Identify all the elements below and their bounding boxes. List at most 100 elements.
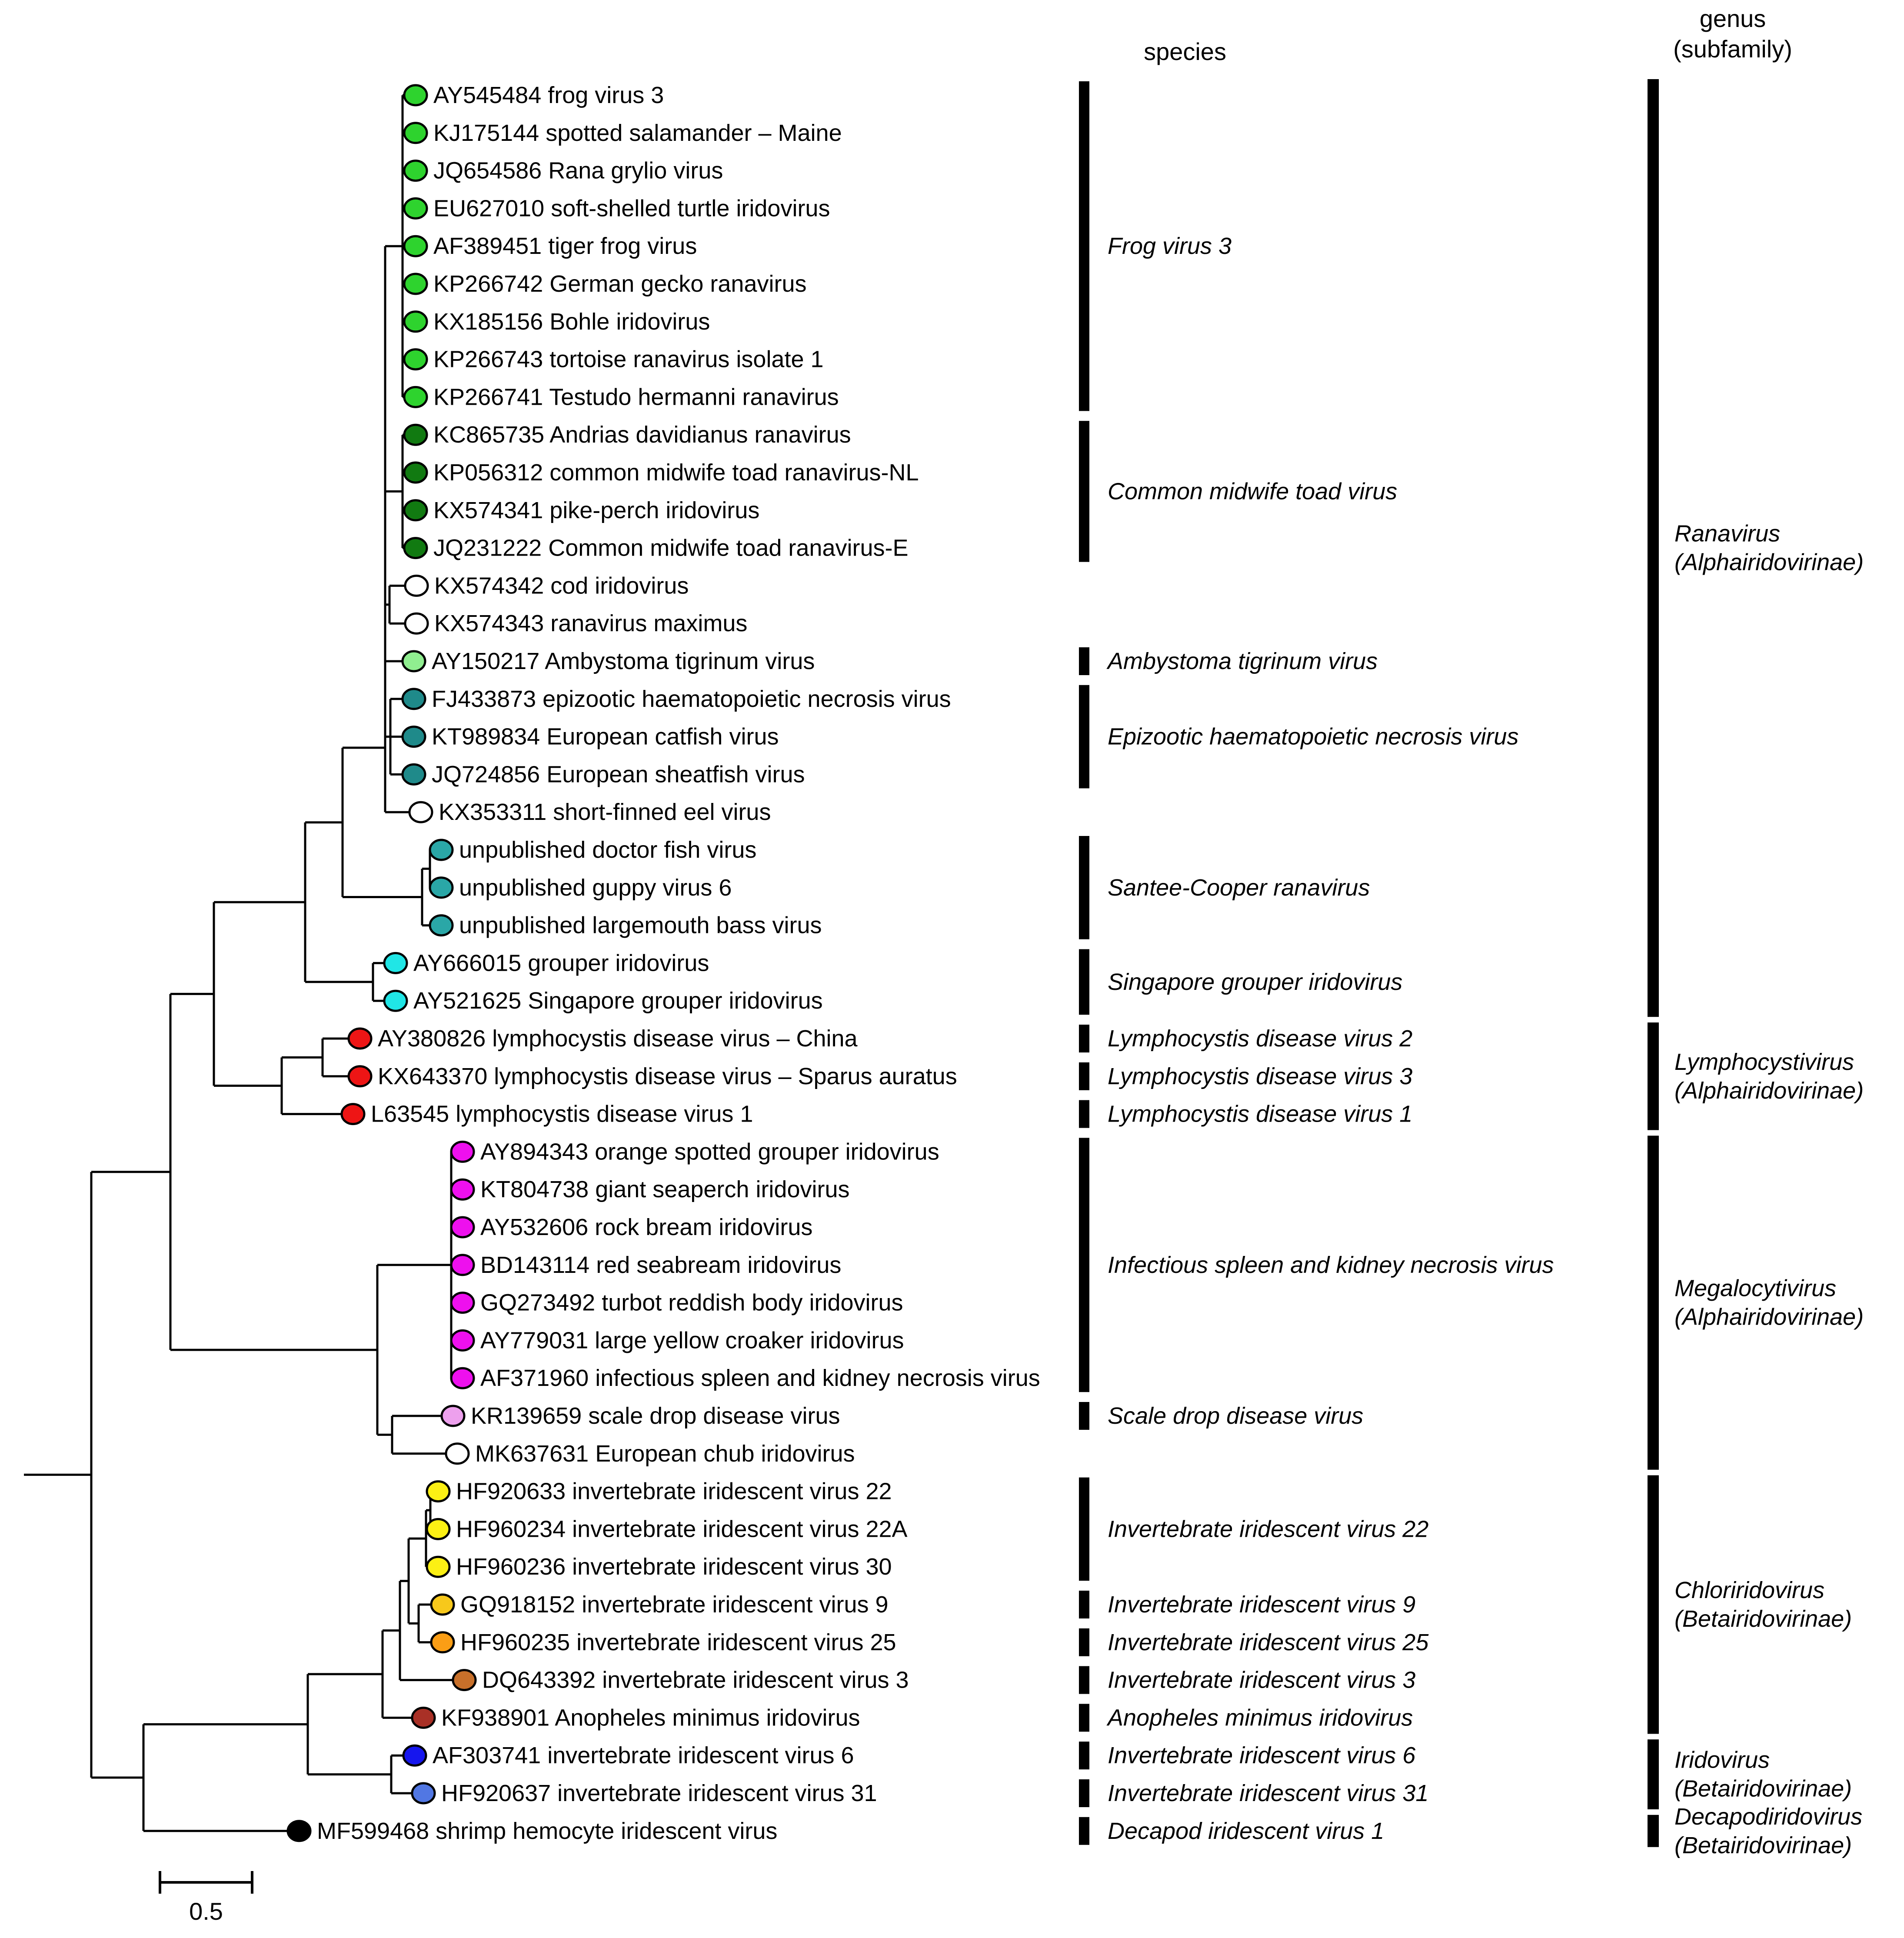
- taxon-tip-icon: [347, 1065, 373, 1088]
- taxon-label: HF920633 invertebrate iridescent virus 2…: [456, 1478, 892, 1505]
- species-range-bar: [1079, 1402, 1089, 1430]
- genus-subfamily-label: (Alphairidovirinae): [1674, 1078, 1864, 1104]
- taxon-label: AY666015 grouper iridovirus: [413, 950, 709, 976]
- taxon-tip-icon: [340, 1103, 366, 1126]
- genus-subfamily-label: (Betairidovirinae): [1674, 1832, 1852, 1858]
- taxon-tip-icon: [426, 1518, 451, 1540]
- species-label: Scale drop disease virus: [1108, 1403, 1363, 1429]
- species-range-bar: [1079, 1628, 1089, 1656]
- taxon-label: EU627010 soft-shelled turtle iridovirus: [433, 195, 830, 221]
- genus-subfamily-label: (Alphairidovirinae): [1674, 549, 1864, 576]
- genus-subfamily-label: (Alphairidovirinae): [1674, 1304, 1864, 1330]
- taxon-tip-icon: [411, 1782, 436, 1805]
- genus-label: Decapodiridovirus: [1674, 1804, 1862, 1830]
- species-label: Anopheles minimus iridovirus: [1106, 1705, 1413, 1731]
- species-label: Invertebrate iridescent virus 9: [1108, 1592, 1415, 1618]
- taxon-tip-icon: [450, 1367, 475, 1389]
- taxon-tip-icon: [286, 1820, 312, 1842]
- taxon-tip-icon: [430, 1631, 455, 1654]
- taxon-label: KX643370 lymphocystis disease virus – Sp…: [378, 1063, 957, 1089]
- taxon-tip-icon: [450, 1178, 475, 1201]
- species-range-bar: [1079, 949, 1089, 1015]
- species-label: Common midwife toad virus: [1108, 478, 1397, 504]
- taxon-label: KT989834 European catfish virus: [432, 724, 779, 750]
- tree-branches: [24, 94, 453, 1832]
- species-range-bar: [1079, 1591, 1089, 1618]
- species-range-bar: [1079, 81, 1089, 411]
- taxon-tip-icon: [445, 1442, 470, 1465]
- species-range-bar: [1079, 1062, 1089, 1090]
- taxon-tip-icon: [403, 122, 428, 144]
- taxon-tip-icon: [440, 1405, 466, 1427]
- species-label: Singapore grouper iridovirus: [1108, 969, 1402, 995]
- species-label: Lymphocystis disease virus 1: [1108, 1101, 1412, 1127]
- taxon-tip-icon: [429, 839, 454, 861]
- taxon-tip-icon: [401, 688, 426, 710]
- genus-range-bar: [1648, 79, 1659, 1017]
- species-label: Invertebrate iridescent virus 22: [1108, 1516, 1428, 1542]
- taxon-tip-icon: [403, 348, 428, 371]
- taxon-labels: AY545484 frog virus 3 KJ175144 spotted sa…: [317, 82, 1040, 1844]
- taxon-label: AF303741 invertebrate iridescent virus 6: [433, 1742, 854, 1768]
- taxon-label: KC865735 Andrias davidianus ranavirus: [433, 422, 851, 448]
- species-label: Santee-Cooper ranavirus: [1108, 875, 1370, 901]
- taxon-label: KX574342 cod iridovirus: [434, 573, 689, 599]
- species-range-bar: [1079, 1742, 1089, 1770]
- genus-label: Lymphocystivirus: [1674, 1049, 1854, 1075]
- species-range-bar: [1079, 1100, 1089, 1128]
- species-range-bar: [1079, 1817, 1089, 1845]
- taxon-tip-icon: [347, 1027, 373, 1050]
- taxon-tip-icon: [401, 726, 426, 748]
- species-label: Decapod iridescent virus 1: [1108, 1818, 1384, 1844]
- genus-column-header-line1: genus: [1700, 5, 1766, 32]
- taxon-tip-icon: [402, 1744, 427, 1767]
- taxon-label: AY521625 Singapore grouper iridovirus: [413, 988, 823, 1014]
- taxon-label: KT804738 giant seaperch iridovirus: [480, 1176, 850, 1202]
- taxon-label: AF371960 infectious spleen and kidney ne…: [480, 1365, 1040, 1391]
- genus-subfamily-label: (Betairidovirinae): [1674, 1776, 1852, 1802]
- taxon-label: L63545 lymphocystis disease virus 1: [371, 1101, 753, 1127]
- species-label: Frog virus 3: [1108, 233, 1232, 259]
- taxon-tip-icon: [404, 612, 429, 635]
- taxon-label: KX574343 ranavirus maximus: [434, 610, 747, 636]
- taxon-label: AY779031 large yellow croaker iridovirus: [480, 1327, 904, 1353]
- genus-label: Ranavirus: [1674, 521, 1780, 547]
- taxon-label: GQ273492 turbot reddish body iridovirus: [480, 1290, 903, 1316]
- taxon-label: AY150217 Ambystoma tigrinum virus: [432, 648, 815, 674]
- taxon-label: MF599468 shrimp hemocyte iridescent viru…: [317, 1818, 777, 1844]
- taxon-label: HF960234 invertebrate iridescent virus 2…: [456, 1516, 908, 1542]
- taxon-tip-icon: [450, 1292, 475, 1314]
- species-range-bar: [1079, 836, 1089, 939]
- taxon-tip-icon: [403, 197, 428, 220]
- taxon-tip-icon: [452, 1669, 477, 1692]
- taxon-tip-icon: [403, 461, 428, 484]
- species-label: Invertebrate iridescent virus 3: [1108, 1667, 1415, 1693]
- taxon-tip-icon: [383, 989, 408, 1012]
- taxon-label: KR139659 scale drop disease virus: [471, 1403, 840, 1429]
- taxon-tip-icon: [383, 952, 408, 974]
- genus-range-bar: [1648, 1135, 1659, 1470]
- species-range-bar: [1079, 1666, 1089, 1694]
- taxon-label: JQ654586 Rana grylio virus: [433, 158, 723, 184]
- taxon-tip-icon: [450, 1254, 475, 1276]
- taxon-tip-icon: [429, 914, 454, 937]
- genus-subfamily-label: (Betairidovirinae): [1674, 1606, 1852, 1632]
- species-range-bar: [1079, 685, 1089, 789]
- taxon-label: KX185156 Bohle iridovirus: [433, 309, 710, 335]
- species-label: Lymphocystis disease virus 2: [1108, 1026, 1412, 1052]
- genus-label: Megalocytivirus: [1674, 1275, 1836, 1302]
- genus-range-bar: [1648, 1022, 1659, 1130]
- taxon-label: JQ724856 European sheatfish virus: [432, 761, 805, 787]
- genus-label: Iridovirus: [1674, 1747, 1770, 1773]
- taxon-label: GQ918152 invertebrate iridescent virus 9: [460, 1592, 889, 1618]
- taxon-label: AY380826 lymphocystis disease virus – Ch…: [378, 1026, 858, 1052]
- taxon-tip-icon: [426, 1480, 451, 1503]
- taxon-tip-icon: [403, 499, 428, 522]
- species-label: Invertebrate iridescent virus 31: [1108, 1780, 1428, 1806]
- taxon-tip-icon: [404, 574, 429, 597]
- taxon-label: KP266743 tortoise ranavirus isolate 1: [433, 346, 824, 373]
- taxon-tips: [286, 84, 477, 1842]
- taxon-label: KP266742 German gecko ranavirus: [433, 271, 807, 297]
- taxon-tip-icon: [403, 235, 428, 257]
- taxon-label: KP056312 common midwife toad ranavirus-N…: [433, 460, 919, 486]
